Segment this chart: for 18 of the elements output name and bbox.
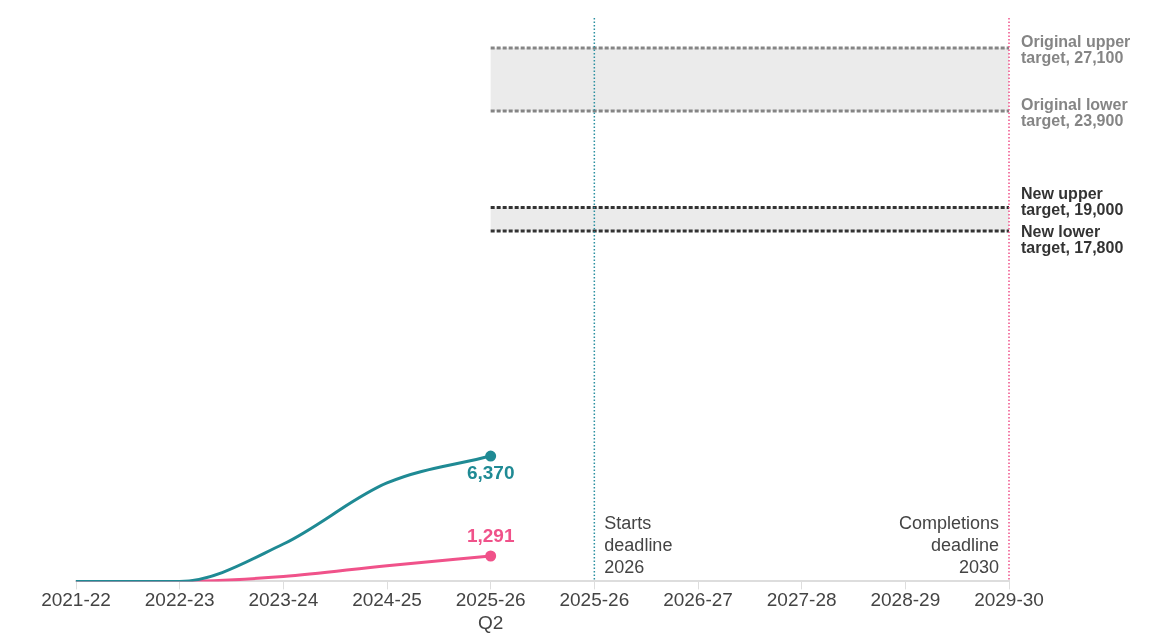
x-tick-label: 2027-28	[766, 589, 837, 611]
x-tick-label: 2028-29	[870, 589, 941, 611]
ref-line-label: New upper target, 19,000	[1021, 185, 1124, 219]
ref-line-label: Completions deadline 2030	[898, 513, 999, 578]
ref-line-label: Original lower target, 23,900	[1021, 95, 1128, 129]
data-label: 1,291	[466, 524, 515, 546]
x-tick-label: 2022-23	[144, 589, 215, 611]
x-tick-label: 2029-30	[974, 589, 1044, 611]
x-tick-label: 2024-25	[352, 589, 422, 611]
x-tick-label: 2021-22	[41, 589, 111, 611]
x-tick-label: 2023-24	[248, 589, 319, 611]
x-tick-label: 2025-26	[559, 589, 630, 611]
ref-line-label: New lower target, 17,800	[1021, 223, 1124, 257]
data-label: 6,370	[466, 461, 515, 483]
x-tick-label: 2026-27	[663, 589, 733, 611]
ref-line-label: Original upper target, 27,100	[1021, 33, 1131, 66]
x-tick-label: 2025-26 Q2	[455, 589, 526, 633]
ref-line-label: Starts deadline 2026	[604, 513, 673, 578]
